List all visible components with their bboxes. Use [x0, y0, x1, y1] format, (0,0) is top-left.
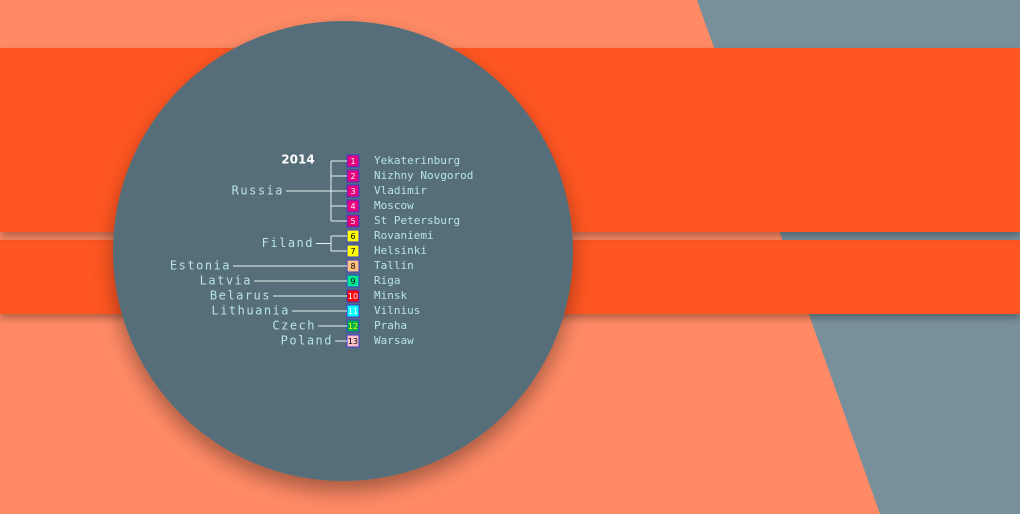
city-number: 13	[348, 337, 358, 346]
diagram: 1 Yekaterinburg 2 Nizhny Novgorod 3 Vladimir 4…	[170, 154, 473, 348]
city-number: 7	[350, 247, 355, 256]
country-name: Lithuania	[211, 304, 290, 318]
city-name: St Petersburg	[374, 214, 460, 227]
city-name: Warsaw	[374, 334, 414, 347]
country-name: Latvia	[200, 274, 252, 288]
city-name: Tallin	[374, 259, 414, 272]
city-number: 1	[350, 157, 355, 166]
city-name: Yekaterinburg	[374, 154, 460, 167]
country-name: Filand	[262, 236, 314, 250]
city-number: 3	[350, 187, 355, 196]
country-name: Russia	[232, 184, 284, 198]
country-name: Czech	[272, 319, 316, 333]
city-name: Praha	[374, 319, 407, 332]
city-number: 5	[350, 217, 355, 226]
city-number: 8	[350, 262, 355, 271]
city-name: Vilnius	[374, 304, 420, 317]
city-number: 10	[348, 292, 358, 301]
city-name: Vladimir	[374, 184, 427, 197]
city-name: Nizhny Novgorod	[374, 169, 473, 182]
city-number: 9	[350, 277, 355, 286]
country-name: Poland	[281, 334, 333, 348]
country-name: Belarus	[210, 289, 271, 303]
city-name: Minsk	[374, 289, 407, 302]
city-number: 6	[350, 232, 355, 241]
city-number: 4	[350, 202, 355, 211]
year-title: 2014	[281, 153, 314, 167]
city-number: 11	[348, 307, 358, 316]
country-name: Estonia	[170, 259, 231, 273]
city-number: 12	[348, 322, 358, 331]
city-name: Moscow	[374, 199, 414, 212]
city-number: 2	[350, 172, 355, 181]
city-name: Helsinki	[374, 244, 427, 257]
city-name: Rovaniemi	[374, 229, 434, 242]
city-name: Riga	[374, 274, 401, 287]
